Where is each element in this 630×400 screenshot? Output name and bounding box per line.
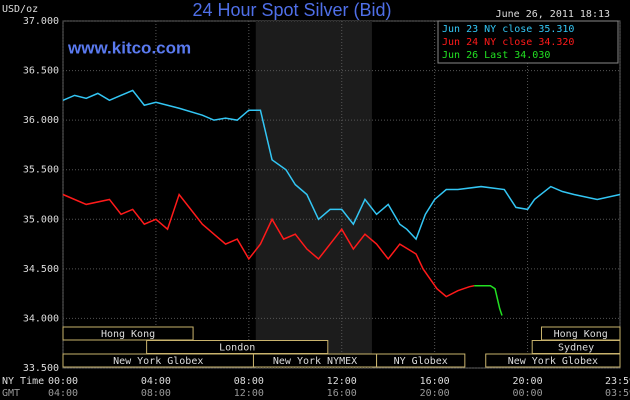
x2-tick-label: 03:59 — [605, 388, 630, 399]
y-tick-label: 35.000 — [23, 214, 59, 225]
session-label: New York Globex — [113, 356, 203, 367]
legend-entry: Jun 24 NY close 34.320 — [442, 37, 574, 48]
legend-entry: Jun 26 Last 34.030 — [442, 50, 550, 61]
x2-tick-label: 20:00 — [420, 388, 450, 399]
session-box — [376, 353, 466, 368]
x-tick-label: 16:00 — [420, 376, 450, 387]
x2-tick-label: 12:00 — [234, 388, 264, 399]
x-tick-label: 12:00 — [327, 376, 357, 387]
x-axis-label: NY Time — [2, 376, 44, 387]
session-label: Sydney — [558, 343, 594, 354]
x-tick-label: 04:00 — [141, 376, 171, 387]
y-tick-label: 34.500 — [23, 264, 59, 275]
x2-tick-label: 16:00 — [327, 388, 357, 399]
x-tick-label: 08:00 — [234, 376, 264, 387]
y-tick-label: 34.000 — [23, 313, 59, 324]
timestamp: June 26, 2011 18:13 — [496, 9, 610, 20]
session-label: New York Globex — [508, 356, 598, 367]
session-label: London — [219, 343, 255, 354]
x2-tick-label: 00:00 — [512, 388, 542, 399]
y-tick-label: 36.000 — [23, 115, 59, 126]
session-label: Hong Kong — [101, 329, 155, 340]
legend-entry: Jun 23 NY close 35.310 — [442, 24, 574, 35]
x-tick-label: 00:00 — [48, 376, 78, 387]
x2-tick-label: 08:00 — [141, 388, 171, 399]
x-tick-label: 20:00 — [512, 376, 542, 387]
shaded-range — [255, 21, 372, 368]
watermark: www.kitco.com — [67, 38, 191, 57]
session-label: Hong Kong — [554, 329, 608, 340]
series-line — [62, 192, 475, 298]
x2-tick-label: 04:00 — [48, 388, 78, 399]
series-line — [62, 89, 621, 241]
session-box — [485, 353, 621, 368]
x-tick-label: 23:59 — [605, 376, 630, 387]
y-tick-label: 35.500 — [23, 165, 59, 176]
y-tick-label: 36.500 — [23, 66, 59, 77]
y-axis-label: USD/oz — [2, 4, 38, 15]
legend-box — [437, 20, 619, 64]
chart-title: 24 Hour Spot Silver (Bid) — [192, 0, 391, 20]
y-tick-label: 37.000 — [23, 16, 59, 27]
x2-axis-label: GMT — [2, 388, 20, 399]
session-box — [62, 326, 194, 341]
y-tick-label: 33.500 — [23, 363, 59, 374]
series-line — [474, 284, 503, 316]
session-label: New York NYMEX — [273, 356, 357, 367]
session-label: NY Globex — [394, 356, 448, 367]
